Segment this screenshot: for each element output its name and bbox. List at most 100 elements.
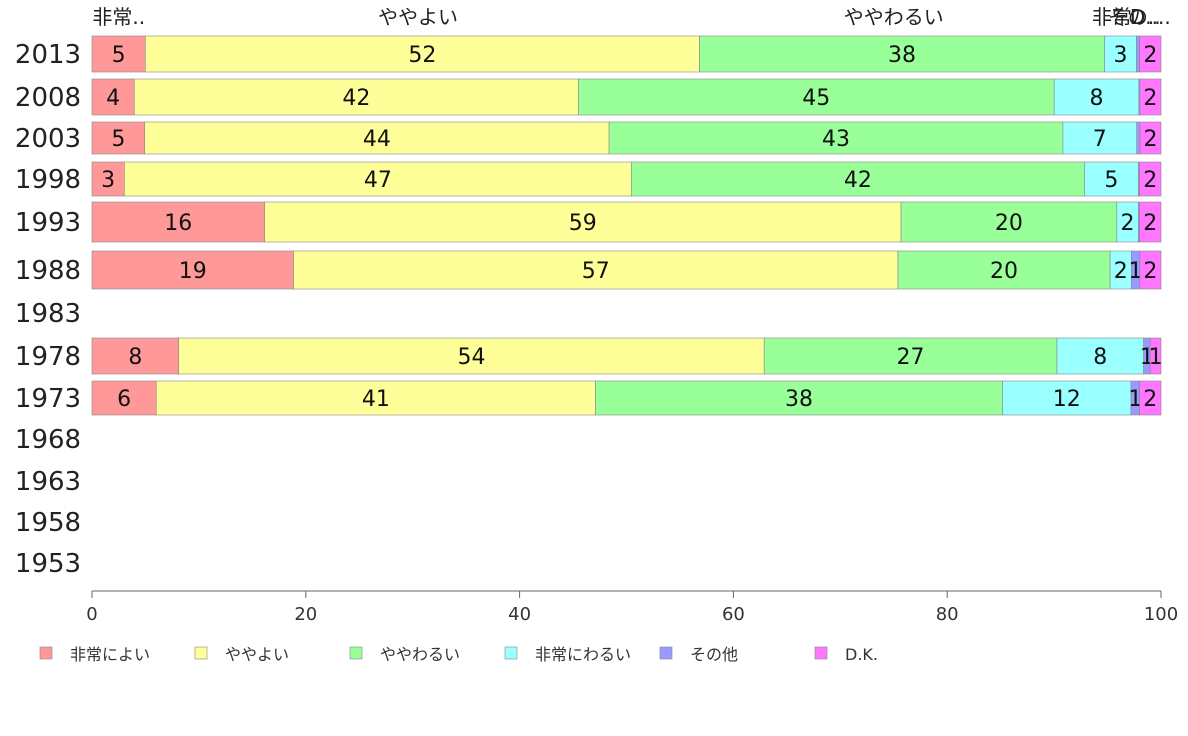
year-label-2008: 2008: [15, 83, 81, 113]
bar-2013-0: [91, 35, 146, 73]
bar-label-2008-3: 8: [1090, 86, 1104, 111]
bar-1978-2: [763, 337, 1058, 375]
bar-label-1993-5: 2: [1143, 211, 1157, 236]
top-label-3: 非常..: [1092, 5, 1145, 29]
bar-1973-0: [91, 380, 157, 416]
legend-swatch-1: [194, 646, 208, 660]
year-label-1968: 1968: [15, 425, 81, 455]
bar-label-2013-2: 38: [888, 43, 916, 68]
bar-label-1978-2: 27: [897, 345, 925, 370]
bar-1978-0: [91, 337, 180, 375]
bar-label-1978-3: 8: [1093, 345, 1107, 370]
bar-2013-3: [1104, 35, 1137, 73]
bar-label-1973-0: 6: [117, 387, 131, 412]
bar-label-1993-2: 20: [995, 211, 1023, 236]
year-label-1978: 1978: [15, 342, 81, 372]
legend-label-2: ややわるい: [380, 645, 460, 664]
bar-2013-4: [1136, 35, 1140, 73]
bar-1973-1: [155, 380, 596, 416]
bar-2008-1: [133, 78, 579, 116]
bar-label-1973-5: 2: [1143, 387, 1157, 412]
x-tick-label-20: 20: [294, 604, 317, 625]
bars-group: 5 52 38 3 24 42 45 8 25 44 43 7 23 47 42 5 216 59 20 2 219 57…: [91, 35, 1163, 416]
bar-label-2003-5: 2: [1143, 127, 1157, 152]
bar-label-2003-2: 43: [822, 127, 850, 152]
bar-label-1998-1: 47: [364, 168, 392, 193]
bar-2003-0: [91, 121, 146, 155]
bar-2008-3: [1053, 78, 1140, 116]
bar-1998-5: [1139, 161, 1162, 197]
year-label-1963: 1963: [15, 467, 81, 497]
bar-1978-5: [1149, 337, 1162, 375]
year-label-1953: 1953: [15, 549, 81, 579]
bar-1978-3: [1056, 337, 1144, 375]
bar-1993-5: [1139, 201, 1162, 243]
top-label-0: 非常..: [92, 5, 145, 29]
bar-2008-0: [91, 78, 135, 116]
bar-label-1988-2: 20: [990, 259, 1018, 284]
bar-2003-2: [608, 121, 1064, 155]
bar-label-1988-3: 2: [1114, 259, 1128, 284]
legend-label-0: 非常によい: [70, 645, 150, 664]
bar-label-1998-2: 42: [844, 168, 872, 193]
legend-label-1: ややよい: [225, 645, 289, 664]
bar-label-2003-3: 7: [1093, 127, 1107, 152]
bar-label-1998-0: 3: [101, 168, 115, 193]
bar-label-1973-4: 1: [1128, 387, 1142, 412]
bar-1998-0: [91, 161, 125, 197]
bar-label-1978-0: 8: [128, 345, 142, 370]
legend-label-3: 非常にわるい: [535, 645, 631, 664]
bar-1998-3: [1084, 161, 1139, 197]
year-label-1998: 1998: [15, 165, 81, 195]
bar-2003-5: [1139, 121, 1162, 155]
bar-label-2008-2: 45: [802, 86, 830, 111]
bar-1998-1: [124, 161, 632, 197]
x-tick-label-0: 0: [86, 604, 97, 625]
bar-1973-3: [1002, 380, 1132, 416]
bar-label-1973-3: 12: [1053, 387, 1081, 412]
legend-swatch-2: [349, 646, 363, 660]
top-series-labels: 非常.. ややよい ややわるい 非常..その..D....: [92, 5, 1170, 29]
x-tick-label-100: 100: [1144, 604, 1178, 625]
bar-label-2013-5: 2: [1143, 43, 1157, 68]
bar-label-1978-1: 54: [457, 345, 485, 370]
bar-label-1988-1: 57: [582, 259, 610, 284]
year-label-2013: 2013: [15, 40, 81, 70]
bar-label-2008-1: 42: [342, 86, 370, 111]
year-label-1988: 1988: [15, 256, 81, 286]
bar-label-1993-3: 2: [1121, 211, 1135, 236]
bar-label-1993-1: 59: [569, 211, 597, 236]
bar-1993-2: [900, 201, 1118, 243]
bar-label-2013-3: 3: [1113, 43, 1127, 68]
bar-label-1993-0: 16: [164, 211, 192, 236]
year-label-1973: 1973: [15, 384, 81, 414]
bar-1978-1: [178, 337, 765, 375]
bar-label-1998-3: 5: [1104, 168, 1118, 193]
bar-label-2003-1: 44: [363, 127, 391, 152]
x-tick-label-60: 60: [722, 604, 745, 625]
x-tick-label-80: 80: [936, 604, 959, 625]
top-label-2: ややわるい: [844, 5, 944, 29]
year-label-1993: 1993: [15, 208, 81, 238]
legend-label-5: D.K.: [845, 645, 878, 664]
legend-swatch-3: [504, 646, 518, 660]
bar-label-1998-5: 2: [1143, 168, 1157, 193]
bar-label-2008-0: 4: [106, 86, 120, 111]
top-label-1: ややよい: [378, 5, 458, 29]
bar-label-1973-1: 41: [362, 387, 390, 412]
bar-1973-2: [595, 380, 1003, 416]
bar-1973-5: [1139, 380, 1162, 416]
bar-2003-4: [1136, 121, 1141, 155]
bar-1988-0: [91, 250, 294, 290]
bar-1988-5: [1139, 250, 1162, 290]
bar-2013-5: [1139, 35, 1162, 73]
top-label-5: D....: [1130, 5, 1171, 29]
bar-label-1988-4: 1: [1129, 259, 1143, 284]
x-tick-label-40: 40: [508, 604, 531, 625]
legend-swatch-4: [659, 646, 673, 660]
bar-label-2013-1: 52: [408, 43, 436, 68]
legend-swatch-5: [814, 646, 828, 660]
x-axis: 0 20 40 60 80 100: [86, 590, 1178, 625]
bar-label-1988-5: 2: [1143, 259, 1157, 284]
bar-1993-0: [91, 201, 265, 243]
